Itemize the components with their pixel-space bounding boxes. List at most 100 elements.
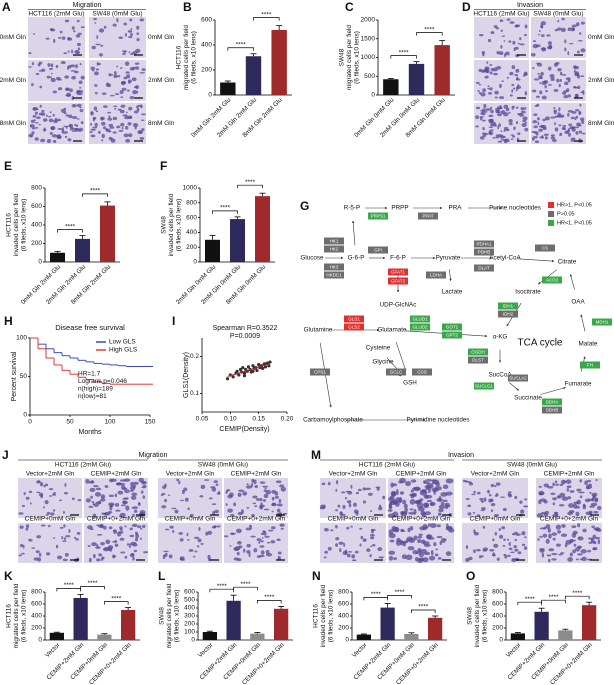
cell: [558, 553, 563, 556]
cell: [94, 22, 97, 24]
cell: [540, 511, 547, 515]
cell: [188, 549, 194, 552]
cell: [558, 124, 562, 127]
annotation: n(low)=81: [78, 393, 107, 400]
cell: [265, 489, 272, 495]
cell: [500, 496, 505, 499]
cell: [493, 25, 498, 29]
bar: [510, 633, 525, 640]
cell: [93, 503, 99, 507]
enzyme-box: [498, 302, 518, 310]
y-tick-label: 600: [492, 601, 503, 608]
cell: [516, 76, 519, 81]
cell: [569, 490, 575, 493]
cell: [113, 105, 118, 108]
cell: [187, 538, 190, 541]
cell: [50, 127, 53, 130]
cell: [129, 96, 135, 100]
cell: [573, 543, 577, 547]
cell: [409, 526, 414, 531]
cell: [581, 556, 587, 562]
cell: [251, 478, 255, 483]
metabolite: SucCoA: [488, 372, 512, 379]
enzyme-box: [324, 263, 344, 271]
panel-letter: G: [300, 199, 309, 213]
cell: [493, 72, 498, 76]
cell: [432, 482, 440, 485]
cell: [344, 496, 348, 500]
micrograph: [462, 523, 528, 563]
cell: [73, 536, 77, 539]
cell: [38, 61, 43, 65]
cell: [90, 495, 93, 499]
cell: [360, 535, 364, 540]
cell: [523, 505, 529, 508]
cell: [92, 513, 97, 519]
cell: [388, 555, 394, 561]
cell: [79, 109, 84, 113]
cell: [550, 136, 556, 140]
cell: [573, 69, 576, 73]
cell: [536, 513, 543, 518]
cell: [163, 554, 168, 557]
cell: [31, 547, 36, 549]
cell: [485, 70, 489, 74]
cell: [90, 111, 94, 116]
cell: [592, 548, 597, 551]
cell: [64, 19, 70, 23]
cell: [579, 495, 583, 498]
cell: [254, 505, 258, 508]
cell: [75, 537, 79, 541]
cell: [512, 135, 516, 138]
cell: [29, 502, 32, 505]
cell: [45, 114, 48, 117]
cell: [547, 45, 553, 50]
cell: [19, 525, 24, 529]
cell: [90, 66, 96, 71]
cell: [531, 89, 537, 93]
cell: [62, 540, 67, 542]
significance-label: ****: [418, 604, 429, 611]
row-label: 8mM Gln: [588, 120, 614, 127]
cell: [509, 21, 515, 24]
cell: [186, 532, 189, 537]
significance-bracket: [80, 586, 105, 590]
cell: [576, 74, 581, 79]
cell: [34, 111, 38, 115]
significance-bracket: [237, 184, 263, 189]
cell: [76, 103, 82, 108]
y-tick-label: 400: [338, 613, 349, 620]
cell: [575, 558, 579, 561]
cell: [494, 96, 498, 99]
legend-label: HR<1, P<0.05: [557, 220, 592, 226]
cell: [341, 491, 346, 494]
cell: [63, 537, 67, 541]
row-label: 0mM Gln: [0, 34, 26, 41]
cell: [118, 36, 124, 39]
cell: [552, 497, 558, 501]
cell: [63, 492, 69, 495]
y-tick-label: 0: [499, 637, 503, 644]
cell: [246, 543, 251, 548]
cell: [597, 539, 601, 545]
y-tick-label: 100: [16, 335, 27, 342]
cell: [425, 478, 433, 482]
cell: [55, 76, 61, 80]
cell: [207, 554, 211, 560]
cell: [141, 113, 146, 116]
cell: [52, 113, 55, 117]
cell: [192, 555, 196, 558]
row-label: 2mM Gln: [0, 77, 26, 84]
cell: [536, 62, 541, 65]
chart-title: Disease free survival: [55, 323, 125, 332]
cell: [546, 554, 552, 557]
y-tick-label: 600: [31, 601, 42, 608]
cell: [540, 24, 544, 29]
cell: [584, 480, 588, 486]
cell: [520, 107, 525, 111]
cell: [445, 491, 453, 496]
cell: [50, 76, 53, 79]
cell: [194, 536, 200, 539]
cell: [95, 546, 101, 549]
